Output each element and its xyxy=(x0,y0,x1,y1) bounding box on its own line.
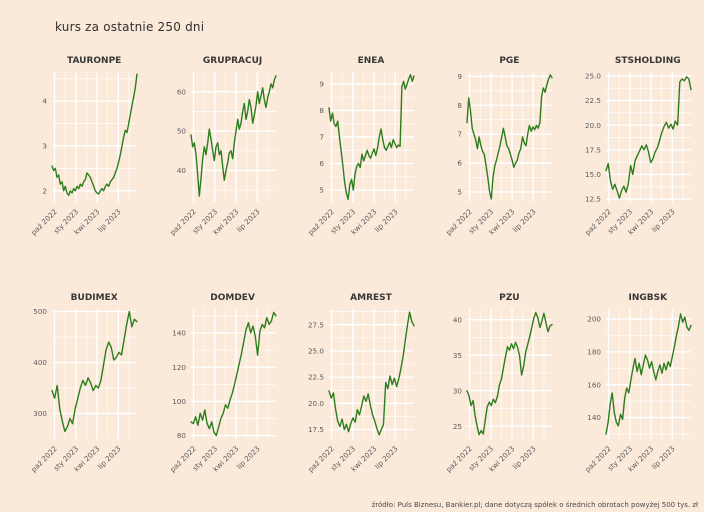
price-line xyxy=(466,311,554,436)
chart-enea: ENEA 5 6 7 8 9 paź 2022 sty 2023 kwi 2023 lip 202… xyxy=(289,56,423,263)
axis-tick-label: 400 xyxy=(33,358,47,367)
chart-pzu: PZU 25 30 35 40 paź 2022 sty 2023 kwi 2023 lip 2… xyxy=(427,293,561,500)
price-line xyxy=(189,311,277,437)
axis-tick-label: 5 xyxy=(319,186,324,195)
chart-title: PZU xyxy=(499,293,520,303)
axis-tick-label: lip 2023 xyxy=(511,207,538,234)
axis-tick-label: 25 xyxy=(453,422,462,431)
axis-tick-label: 30 xyxy=(453,386,463,395)
price-line xyxy=(51,310,138,433)
axis-tick-label: lip 2023 xyxy=(650,207,677,234)
chart-budimex: BUDIMEX 300 400 500 paź 2022 sty 2023 kwi 2023… xyxy=(12,293,146,500)
axis-tick-label: 20.0 xyxy=(585,121,601,130)
axis-tick-label: 120 xyxy=(172,363,186,372)
axis-tick-label: lip 2023 xyxy=(96,207,123,234)
chart-amrest: AMREST 17.5 20.0 22.5 25.0 27.5 paź 2022 sty 20… xyxy=(289,293,423,500)
axis-tick-label: 140 xyxy=(587,413,601,422)
price-line xyxy=(605,313,692,435)
chart-title: INGBSK xyxy=(628,293,668,303)
axis-tick-label: 35 xyxy=(453,351,462,360)
charts-grid: TAURONPE 2 3 4 paź 2022 sty 2023 kwi 2023 lip 2… xyxy=(12,56,700,500)
axis-tick-label: 6 xyxy=(319,159,324,168)
chart-grupracuj: GRUPRACUJ 40 50 60 paź 2022 sty 2023 kwi 2023 l… xyxy=(150,56,284,263)
chart-title: TAURONPE xyxy=(67,56,122,66)
axis-tick-label: 9 xyxy=(458,72,463,81)
source-footnote: źródło: Puls Biznesu, Bankier.pl; dane d… xyxy=(371,501,698,509)
price-line xyxy=(189,75,277,197)
axis-tick-label: 100 xyxy=(172,397,186,406)
price-line xyxy=(328,311,415,436)
axis-tick-label: 60 xyxy=(176,87,186,96)
axis-tick-label: 8 xyxy=(319,106,324,115)
axis-tick-label: 27.5 xyxy=(308,320,324,329)
price-line xyxy=(328,73,415,201)
axis-tick-label: lip 2023 xyxy=(373,444,400,471)
axis-tick-label: 500 xyxy=(33,307,47,316)
axis-tick-label: 40 xyxy=(176,166,186,175)
axis-tick-label: 25.0 xyxy=(308,347,324,356)
axis-tick-label: 15.0 xyxy=(585,170,601,179)
axis-tick-label: 4 xyxy=(43,97,48,106)
chart-title: DOMDEV xyxy=(210,293,255,303)
axis-tick-label: 180 xyxy=(587,347,601,356)
chart-title: ENEA xyxy=(357,56,385,66)
price-line xyxy=(605,76,692,199)
axis-tick-label: 40 xyxy=(453,315,463,324)
axis-tick-label: 7 xyxy=(319,133,324,142)
axis-tick-label: 9 xyxy=(319,80,324,89)
axis-tick-label: 160 xyxy=(587,380,601,389)
chart-title: PGE xyxy=(499,56,520,66)
axis-tick-label: 2 xyxy=(43,186,48,195)
axis-tick-label: 17.5 xyxy=(308,425,324,434)
axis-tick-label: lip 2023 xyxy=(96,444,123,471)
axis-tick-label: 22.5 xyxy=(585,96,601,105)
axis-tick-label: lip 2023 xyxy=(650,444,677,471)
axis-tick-label: 50 xyxy=(176,127,186,136)
axis-tick-label: lip 2023 xyxy=(373,207,400,234)
axis-tick-label: 22.5 xyxy=(308,373,324,382)
page-title: kurs za ostatnie 250 dni xyxy=(55,20,205,34)
price-line xyxy=(466,74,554,200)
axis-tick-label: 12.5 xyxy=(585,195,601,204)
axis-tick-label: 300 xyxy=(33,409,47,418)
axis-tick-label: 140 xyxy=(172,329,186,338)
chart-pge: PGE 5 6 7 8 9 paź 2022 sty 2023 kwi 2023 lip 2023 xyxy=(427,56,561,263)
axis-tick-label: 8 xyxy=(458,101,463,110)
axis-tick-label: 5 xyxy=(458,187,463,196)
price-line xyxy=(51,73,138,197)
axis-tick-label: 7 xyxy=(458,130,463,139)
chart-domdev: DOMDEV 80 100 120 140 paź 2022 sty 2023 kwi 202… xyxy=(150,293,284,500)
axis-tick-label: 20.0 xyxy=(308,399,324,408)
chart-title: GRUPRACUJ xyxy=(202,56,263,66)
chart-ingbsk: INGBSK 140 160 180 200 paź 2022 sty 2023 kwi 20… xyxy=(566,293,700,500)
axis-tick-label: lip 2023 xyxy=(234,207,261,234)
chart-title: AMREST xyxy=(350,293,392,303)
chart-title: STSHOLDING xyxy=(614,56,681,66)
axis-tick-label: 17.5 xyxy=(585,145,601,154)
chart-stsholding: STSHOLDING 12.5 15.0 17.5 20.0 22.5 25.0 paź 20… xyxy=(566,56,700,263)
axis-tick-label: lip 2023 xyxy=(234,444,261,471)
axis-tick-label: 6 xyxy=(458,159,463,168)
axis-tick-label: 200 xyxy=(587,314,601,323)
axis-tick-label: 80 xyxy=(176,431,186,440)
axis-tick-label: 25.0 xyxy=(585,72,601,81)
axis-tick-label: lip 2023 xyxy=(511,444,538,471)
chart-tauronpe: TAURONPE 2 3 4 paź 2022 sty 2023 kwi 2023 lip 2… xyxy=(12,56,146,263)
axis-tick-label: 3 xyxy=(43,142,48,151)
chart-title: BUDIMEX xyxy=(70,293,118,303)
